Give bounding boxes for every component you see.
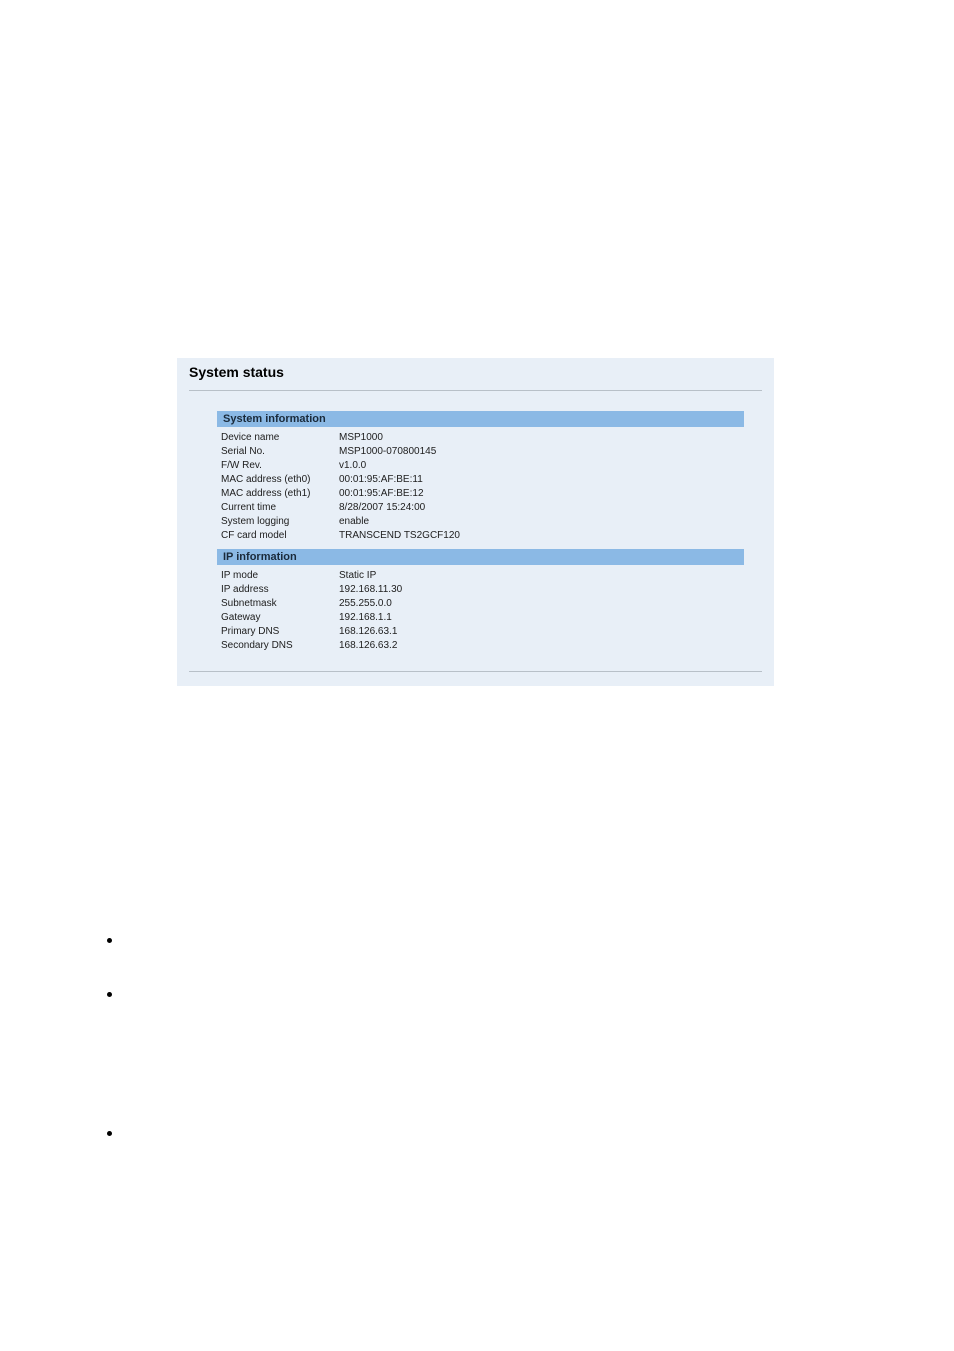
section-header-ip-information: IP information: [217, 549, 744, 565]
row-mac-eth1: MAC address (eth1) 00:01:95:AF:BE:12: [217, 487, 744, 501]
value-device-name: MSP1000: [339, 431, 744, 445]
label-mac-eth1: MAC address (eth1): [217, 487, 339, 501]
panel-divider-top: [189, 390, 762, 391]
row-system-logging: System logging enable: [217, 515, 744, 529]
panel-title: System status: [189, 364, 762, 380]
label-ip-mode: IP mode: [217, 569, 339, 583]
row-gateway: Gateway 192.168.1.1: [217, 611, 744, 625]
row-primary-dns: Primary DNS 168.126.63.1: [217, 625, 744, 639]
row-cf-card-model: CF card model TRANSCEND TS2GCF120: [217, 529, 744, 543]
row-device-name: Device name MSP1000: [217, 431, 744, 445]
label-primary-dns: Primary DNS: [217, 625, 339, 639]
row-fw-rev: F/W Rev. v1.0.0: [217, 459, 744, 473]
value-current-time: 8/28/2007 15:24:00: [339, 501, 744, 515]
label-system-logging: System logging: [217, 515, 339, 529]
label-subnetmask: Subnetmask: [217, 597, 339, 611]
value-serial-no: MSP1000-070800145: [339, 445, 744, 459]
ip-information-rows: IP mode Static IP IP address 192.168.11.…: [217, 569, 744, 653]
value-ip-address: 192.168.11.30: [339, 583, 744, 597]
bullet-icon: [107, 1131, 112, 1136]
row-mac-eth0: MAC address (eth0) 00:01:95:AF:BE:11: [217, 473, 744, 487]
section-header-system-information: System information: [217, 411, 744, 427]
bullet-icon: [107, 938, 112, 943]
value-mac-eth0: 00:01:95:AF:BE:11: [339, 473, 744, 487]
row-serial-no: Serial No. MSP1000-070800145: [217, 445, 744, 459]
value-secondary-dns: 168.126.63.2: [339, 639, 744, 653]
label-device-name: Device name: [217, 431, 339, 445]
row-subnetmask: Subnetmask 255.255.0.0: [217, 597, 744, 611]
value-fw-rev: v1.0.0: [339, 459, 744, 473]
value-system-logging: enable: [339, 515, 744, 529]
value-gateway: 192.168.1.1: [339, 611, 744, 625]
row-current-time: Current time 8/28/2007 15:24:00: [217, 501, 744, 515]
system-information-rows: Device name MSP1000 Serial No. MSP1000-0…: [217, 431, 744, 543]
value-primary-dns: 168.126.63.1: [339, 625, 744, 639]
panel-divider-bottom: [189, 671, 762, 672]
label-ip-address: IP address: [217, 583, 339, 597]
value-subnetmask: 255.255.0.0: [339, 597, 744, 611]
label-fw-rev: F/W Rev.: [217, 459, 339, 473]
value-mac-eth1: 00:01:95:AF:BE:12: [339, 487, 744, 501]
label-secondary-dns: Secondary DNS: [217, 639, 339, 653]
row-ip-mode: IP mode Static IP: [217, 569, 744, 583]
label-mac-eth0: MAC address (eth0): [217, 473, 339, 487]
label-current-time: Current time: [217, 501, 339, 515]
value-ip-mode: Static IP: [339, 569, 744, 583]
row-secondary-dns: Secondary DNS 168.126.63.2: [217, 639, 744, 653]
label-serial-no: Serial No.: [217, 445, 339, 459]
label-gateway: Gateway: [217, 611, 339, 625]
system-status-panel: System status System information Device …: [177, 358, 774, 686]
label-cf-card-model: CF card model: [217, 529, 339, 543]
row-ip-address: IP address 192.168.11.30: [217, 583, 744, 597]
value-cf-card-model: TRANSCEND TS2GCF120: [339, 529, 744, 543]
bullet-icon: [107, 992, 112, 997]
